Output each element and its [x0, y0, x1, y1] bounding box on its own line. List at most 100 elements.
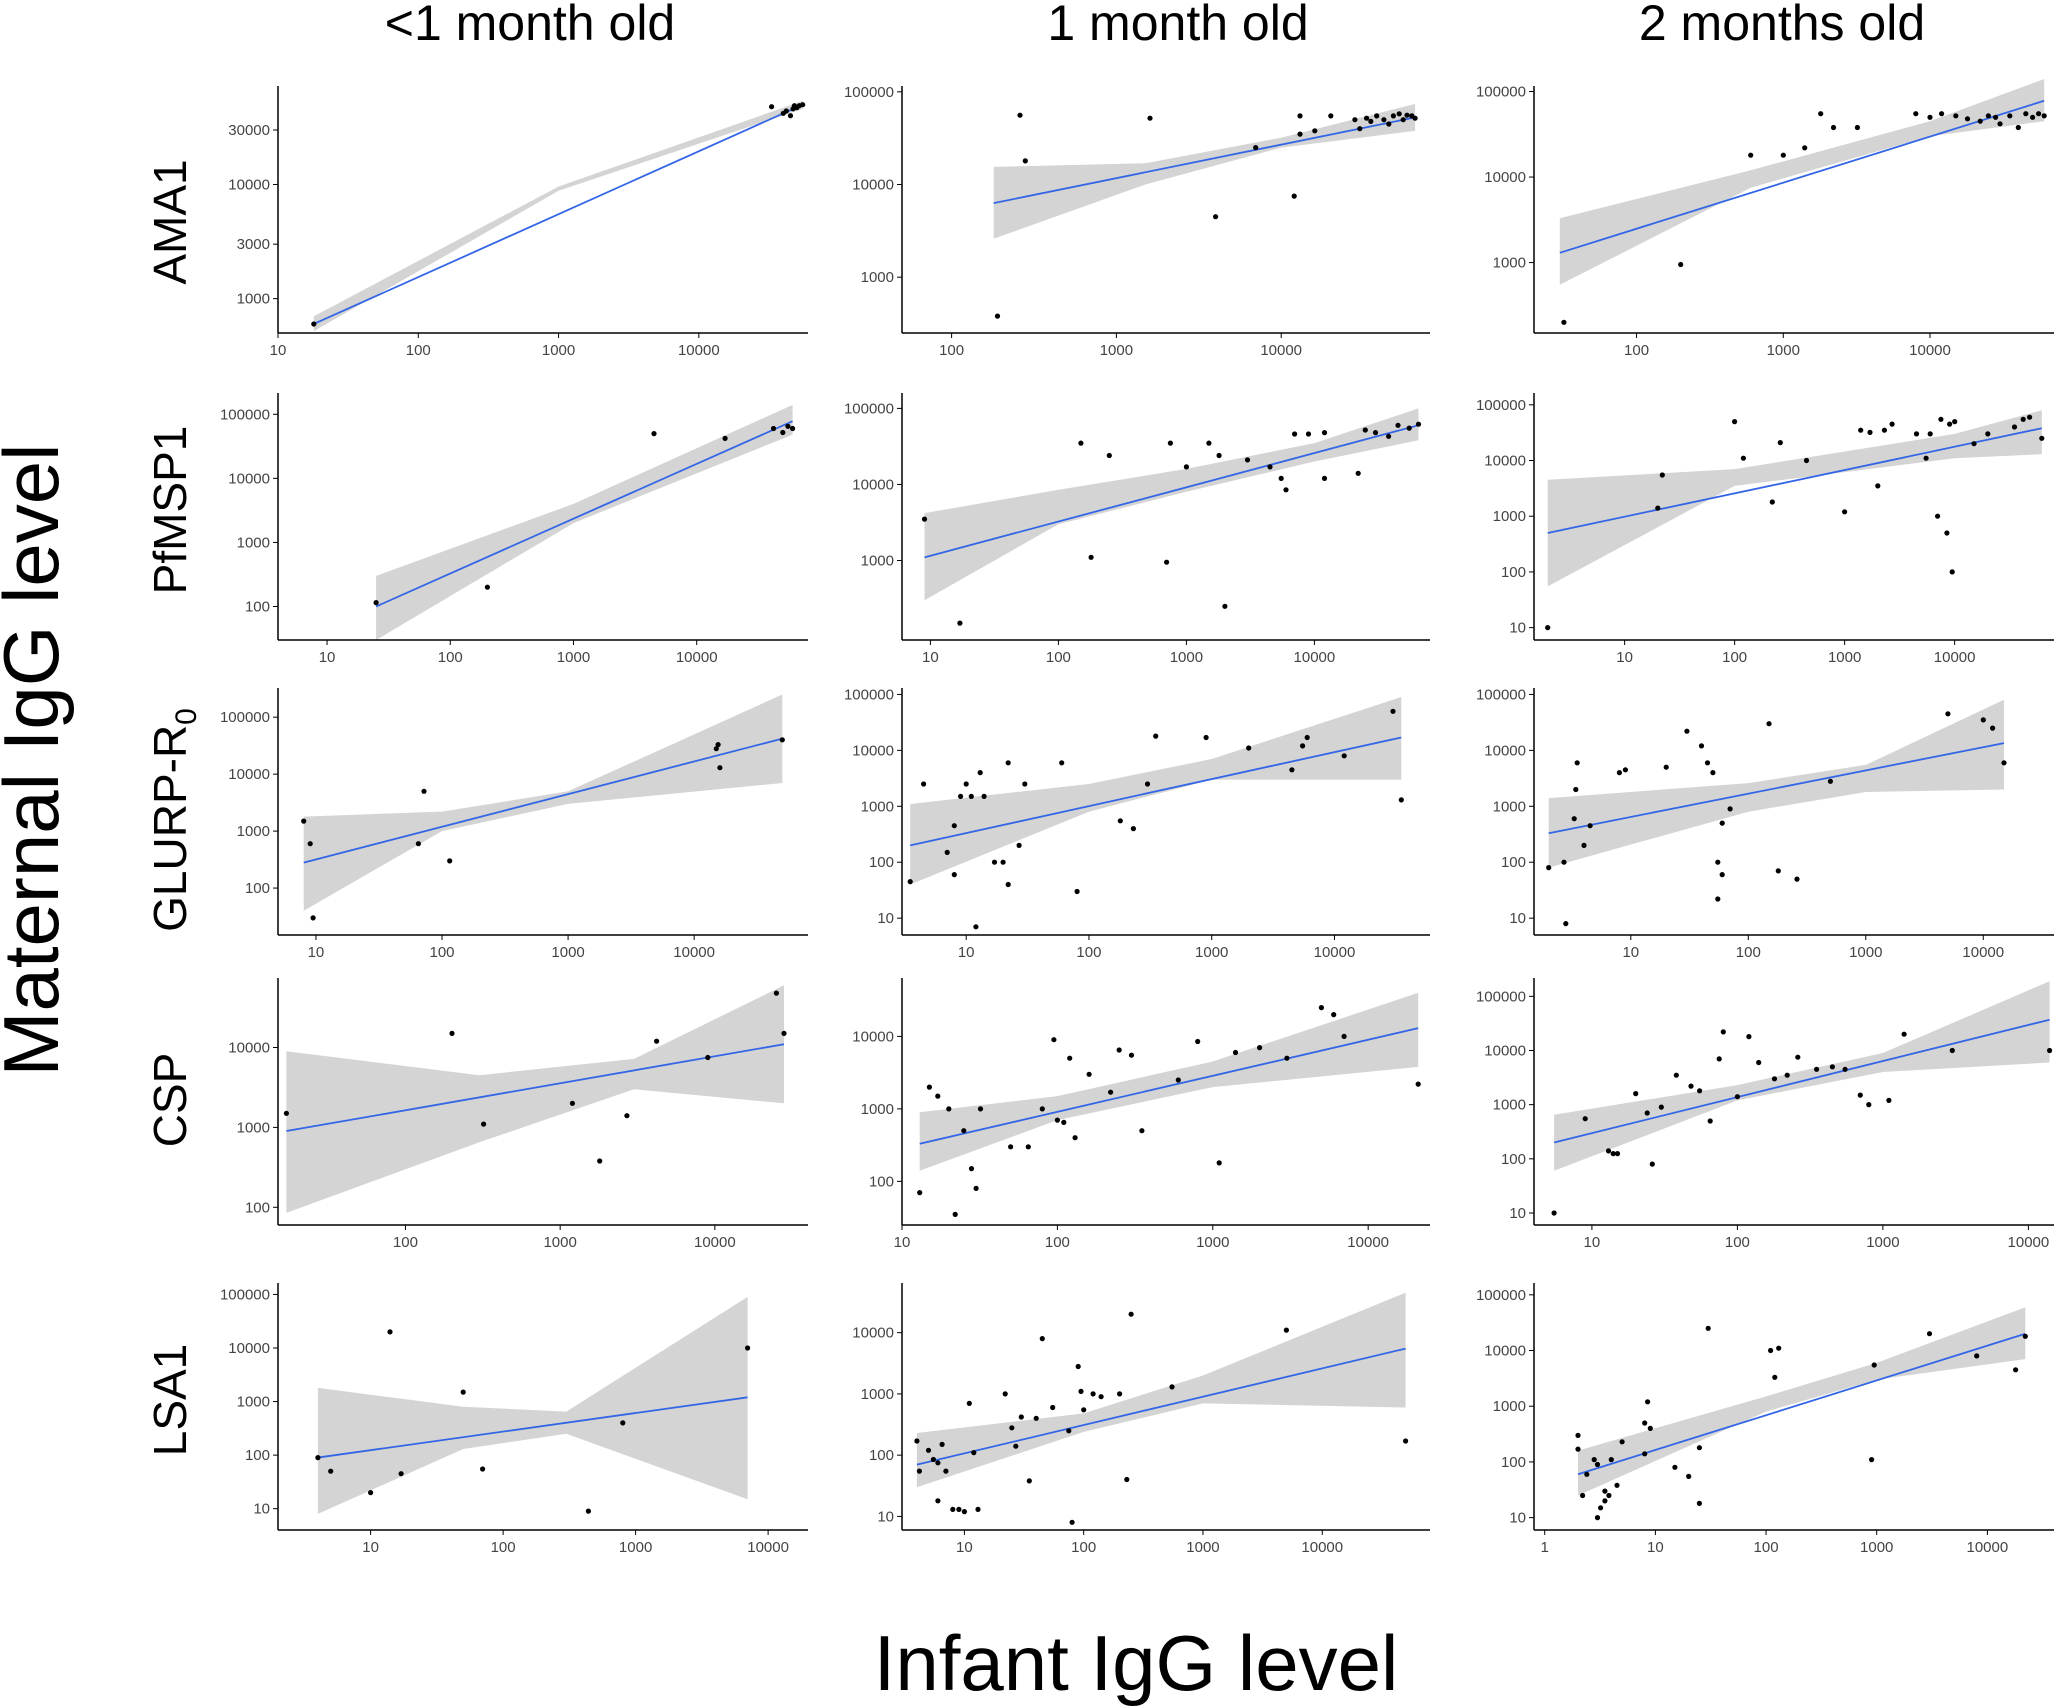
- data-point: [1072, 1135, 1078, 1141]
- data-point: [1949, 569, 1955, 575]
- data-point: [2001, 760, 2007, 766]
- x-tick-label: 10: [956, 1539, 973, 1556]
- data-point: [421, 788, 427, 794]
- x-tick-label: 10000: [1967, 1539, 2009, 1556]
- y-tick-label: 100000: [220, 709, 270, 726]
- data-point: [1602, 1498, 1608, 1504]
- data-point: [971, 1450, 977, 1456]
- data-point: [977, 770, 983, 776]
- x-tick-label: 1000: [557, 649, 590, 666]
- data-point: [1206, 440, 1212, 446]
- regression-line: [924, 424, 1419, 559]
- y-tick-label: 10: [1509, 910, 1526, 927]
- data-point: [1771, 1076, 1778, 1082]
- data-point: [952, 1211, 958, 1217]
- data-point: [1318, 1005, 1324, 1011]
- data-point: [1866, 1102, 1872, 1108]
- data-point: [745, 1345, 751, 1351]
- regression-line: [1577, 1332, 2026, 1476]
- regression-line: [313, 103, 804, 325]
- y-tick-label: 10000: [852, 476, 894, 493]
- data-point: [1720, 1029, 1726, 1035]
- data-point: [1075, 1363, 1081, 1370]
- data-point: [1292, 431, 1298, 437]
- data-point: [1871, 1362, 1877, 1368]
- data-point: [1059, 760, 1065, 766]
- regression-line: [317, 1396, 748, 1459]
- data-point: [1591, 1457, 1597, 1463]
- regression-line: [910, 736, 1402, 847]
- x-tick-label: 100: [1076, 944, 1101, 961]
- data-point: [930, 1456, 937, 1463]
- row-label-lsa1: LSA1: [144, 1344, 196, 1457]
- data-point: [1705, 1325, 1711, 1331]
- data-point: [1857, 1092, 1863, 1098]
- data-point: [1913, 111, 1919, 117]
- data-point: [1026, 1478, 1032, 1484]
- data-point: [1195, 1038, 1201, 1045]
- data-point: [705, 1054, 711, 1061]
- data-point: [1622, 767, 1628, 773]
- data-point: [1927, 114, 1933, 120]
- y-tick-label: 1000: [861, 1386, 894, 1403]
- x-tick-label: 1000: [542, 342, 575, 359]
- data-point: [1051, 1037, 1057, 1043]
- data-point: [1355, 470, 1361, 476]
- x-tick-label: 10: [319, 649, 336, 666]
- data-point: [328, 1468, 334, 1474]
- data-point: [1827, 778, 1833, 784]
- data-point: [1949, 1047, 1955, 1054]
- panel-lsa1-1-month-old: 10 100 1000 10000 10 100 1000 10000 100000: [220, 1283, 808, 1556]
- panel-pfmsp1-1-month-old: 10 100 1000 10000 100 1000 10000 100000: [220, 393, 808, 666]
- data-point: [1406, 425, 1412, 431]
- data-point: [961, 1509, 968, 1515]
- y-tick-label: 10: [1509, 1510, 1526, 1527]
- data-point: [968, 1166, 975, 1172]
- x-tick-label: 10000: [676, 649, 718, 666]
- data-point: [2007, 113, 2013, 119]
- data-point: [1795, 1054, 1801, 1060]
- data-point: [1074, 888, 1080, 895]
- confidence-band: [313, 100, 803, 332]
- data-point: [1688, 1083, 1694, 1089]
- y-tick-label: 100000: [844, 686, 894, 703]
- x-tick-label: 10: [270, 342, 287, 359]
- data-point: [1561, 859, 1567, 865]
- data-point: [1678, 261, 1684, 268]
- row-label-glurp: GLURP-R0: [144, 708, 203, 932]
- x-axis-title: Infant IgG level: [874, 1619, 1399, 1707]
- data-point: [1647, 1425, 1653, 1431]
- data-point: [1715, 896, 1721, 902]
- y-tick-label: 10000: [1484, 169, 1526, 186]
- data-point: [1546, 865, 1552, 871]
- data-point: [1153, 733, 1159, 739]
- data-point: [1561, 319, 1567, 325]
- x-tick-label: 1000: [1195, 944, 1228, 961]
- confidence-band: [924, 408, 1419, 601]
- y-tick-label: 10000: [852, 1028, 894, 1045]
- regression-line: [1559, 99, 2045, 254]
- data-point: [1802, 145, 1808, 151]
- x-tick-label: 10: [1647, 1539, 1664, 1556]
- data-point: [1696, 1500, 1702, 1506]
- data-point: [1169, 1384, 1175, 1390]
- data-point: [1390, 113, 1396, 119]
- data-point: [1964, 116, 1971, 122]
- data-point: [1655, 505, 1661, 511]
- data-point: [1312, 128, 1318, 134]
- data-point: [1776, 1345, 1782, 1351]
- data-point: [1945, 711, 1951, 717]
- data-point: [1756, 1059, 1762, 1066]
- data-point: [283, 1110, 289, 1116]
- data-point: [943, 1468, 949, 1474]
- x-tick-label: 100: [1722, 649, 1747, 666]
- confidence-band: [916, 1292, 1406, 1488]
- data-point: [1117, 1391, 1123, 1397]
- data-point: [1412, 115, 1418, 121]
- data-point: [2047, 1047, 2053, 1054]
- data-point: [961, 1128, 967, 1134]
- data-point: [1594, 1461, 1601, 1468]
- data-point: [1869, 1457, 1875, 1463]
- data-point: [1768, 1347, 1774, 1354]
